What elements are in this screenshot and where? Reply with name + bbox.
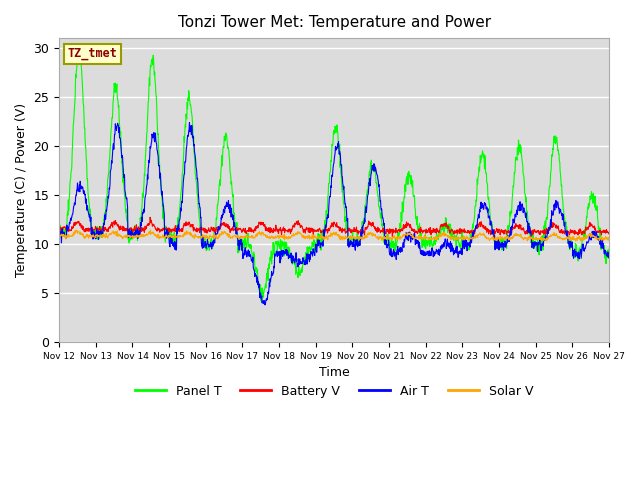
Panel T: [164, 235, 172, 241]
Air T: [492, 239, 500, 244]
Panel T: [492, 246, 500, 252]
Battery V: [420, 227, 428, 233]
Battery V: [605, 229, 613, 235]
Panel T: [420, 240, 428, 246]
Solar V: [605, 237, 613, 243]
Panel T: [605, 246, 613, 252]
Text: TZ_tmet: TZ_tmet: [67, 47, 117, 60]
Title: Tonzi Tower Met: Temperature and Power: Tonzi Tower Met: Temperature and Power: [177, 15, 491, 30]
Line: Panel T: Panel T: [59, 47, 609, 301]
Battery V: [178, 226, 186, 231]
Line: Battery V: Battery V: [59, 217, 609, 237]
Solar V: [420, 235, 428, 240]
Legend: Panel T, Battery V, Air T, Solar V: Panel T, Battery V, Air T, Solar V: [129, 380, 539, 403]
Battery V: [239, 226, 247, 231]
Solar V: [496, 238, 504, 244]
Battery V: [147, 215, 154, 220]
Battery V: [492, 228, 500, 234]
Air T: [239, 252, 247, 257]
Solar V: [147, 227, 154, 233]
X-axis label: Time: Time: [319, 366, 349, 379]
Battery V: [388, 234, 396, 240]
Solar V: [541, 236, 548, 241]
Panel T: [75, 44, 83, 50]
Y-axis label: Temperature (C) / Power (V): Temperature (C) / Power (V): [15, 103, 28, 277]
Air T: [186, 120, 193, 125]
Air T: [261, 302, 269, 308]
Panel T: [55, 224, 63, 230]
Air T: [55, 231, 63, 237]
Panel T: [239, 245, 247, 251]
Panel T: [258, 299, 266, 304]
Air T: [605, 252, 613, 257]
Line: Air T: Air T: [59, 122, 609, 305]
Battery V: [541, 228, 548, 234]
Air T: [420, 249, 428, 255]
Solar V: [239, 234, 247, 240]
Battery V: [55, 228, 63, 233]
Air T: [541, 237, 548, 243]
Solar V: [178, 233, 186, 239]
Air T: [164, 230, 172, 236]
Panel T: [178, 181, 186, 187]
Solar V: [164, 234, 172, 240]
Panel T: [541, 237, 548, 243]
Solar V: [55, 232, 63, 238]
Line: Solar V: Solar V: [59, 230, 609, 241]
Solar V: [492, 233, 499, 239]
Battery V: [164, 225, 172, 231]
Air T: [177, 201, 185, 207]
